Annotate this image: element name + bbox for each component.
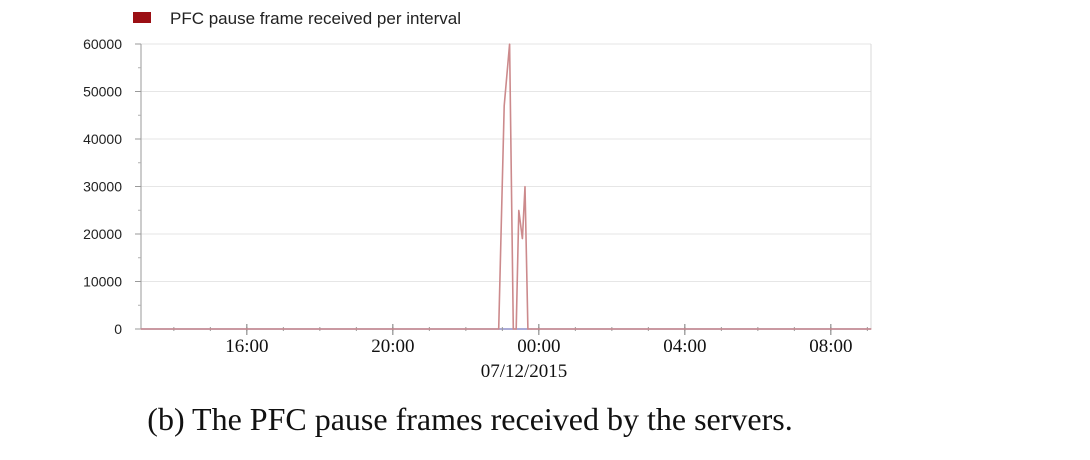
y-axis: 0 10000 20000 30000 40000 50000 60000 — [83, 36, 141, 337]
x-tick-label: 04:00 — [663, 336, 706, 357]
y-tick-label: 40000 — [83, 131, 122, 147]
y-tick-label: 30000 — [83, 179, 122, 195]
data-point — [503, 105, 505, 107]
legend-label: PFC pause frame received per interval — [170, 9, 461, 28]
y-tick-label: 0 — [114, 321, 122, 337]
x-tick-label: 08:00 — [809, 336, 852, 357]
data-point — [140, 328, 142, 330]
data-point — [512, 328, 514, 330]
y-tick-label: 60000 — [83, 36, 122, 52]
figure-caption: (b) The PFC pause frames received by the… — [147, 401, 792, 437]
data-point — [498, 328, 500, 330]
series — [140, 43, 872, 330]
x-tick-label: 20:00 — [371, 336, 414, 357]
data-point — [524, 185, 526, 188]
x-tick-label: 16:00 — [225, 336, 268, 357]
x-date-label: 07/12/2015 — [481, 361, 568, 382]
y-tick-label: 20000 — [83, 226, 122, 242]
legend-swatch — [133, 12, 151, 23]
y-tick-label: 10000 — [83, 274, 122, 290]
data-point — [530, 328, 533, 330]
data-point — [521, 238, 524, 240]
x-tick-label: 00:00 — [517, 336, 560, 357]
y-tick-label: 50000 — [83, 84, 122, 100]
data-point — [509, 43, 511, 45]
data-point — [870, 328, 872, 330]
data-point — [515, 328, 517, 330]
data-point — [518, 209, 520, 211]
data-point — [527, 328, 529, 330]
legend: PFC pause frame received per interval — [133, 9, 461, 28]
